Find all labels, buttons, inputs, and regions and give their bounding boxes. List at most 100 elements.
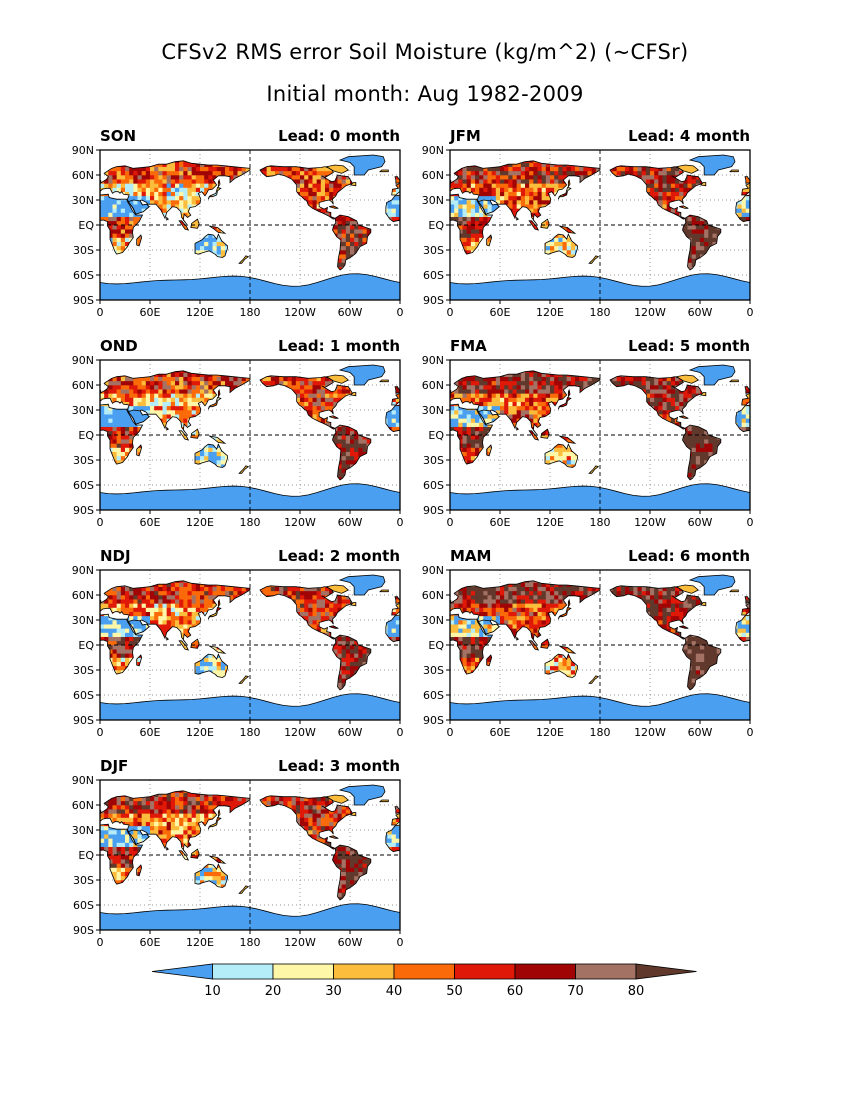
- lat-tick-label: 30S: [73, 874, 94, 887]
- lat-tick-label: 90S: [73, 294, 94, 307]
- lat-tick-label: 30S: [73, 244, 94, 257]
- lon-tick-label: 60E: [490, 516, 511, 529]
- lon-tick-label: 120E: [536, 516, 564, 529]
- lon-tick-label: 180: [590, 306, 611, 319]
- lon-tick-label: 0: [447, 516, 454, 529]
- lon-tick-label: 60W: [688, 726, 713, 739]
- lat-tick-label: 60S: [73, 689, 94, 702]
- lat-tick-label: 60S: [73, 899, 94, 912]
- lat-tick-label: 30N: [72, 614, 94, 627]
- panel-lead-label: Lead: 4 month: [628, 127, 750, 145]
- lat-tick-label: 60S: [423, 689, 444, 702]
- lat-tick-label: 90N: [422, 144, 444, 157]
- lat-tick-label: 30N: [422, 404, 444, 417]
- lat-tick-label: 60N: [422, 589, 444, 602]
- lat-tick-label: 90S: [423, 714, 444, 727]
- lon-tick-label: 0: [397, 726, 404, 739]
- lat-tick-label: 90N: [72, 774, 94, 787]
- panel-season-label: FMA: [450, 337, 487, 355]
- lat-tick-label: 90S: [423, 504, 444, 517]
- lat-tick-label: 60N: [72, 589, 94, 602]
- lat-tick-label: EQ: [78, 219, 94, 232]
- lat-tick-label: 60S: [73, 269, 94, 282]
- colorbar-arrow-high: [635, 963, 697, 980]
- lon-tick-label: 0: [447, 726, 454, 739]
- lon-tick-label: 60E: [140, 936, 161, 949]
- lon-tick-label: 120W: [634, 726, 666, 739]
- lon-tick-label: 180: [240, 726, 261, 739]
- lon-tick-label: 120W: [284, 936, 316, 949]
- lat-tick-label: 60S: [423, 269, 444, 282]
- lat-tick-label: 90N: [72, 144, 94, 157]
- lon-tick-label: 180: [590, 726, 611, 739]
- lat-tick-label: 30S: [423, 454, 444, 467]
- lon-tick-label: 0: [747, 726, 754, 739]
- colorbar-swatch: [393, 963, 455, 980]
- lat-tick-label: 30S: [73, 454, 94, 467]
- lat-tick-label: 30S: [73, 664, 94, 677]
- lon-tick-label: 0: [397, 936, 404, 949]
- panel-season-label: MAM: [450, 547, 491, 565]
- lat-tick-label: 90S: [73, 924, 94, 937]
- colorbar-label: 70: [567, 984, 584, 999]
- lat-tick-label: EQ: [428, 639, 444, 652]
- lon-tick-label: 0: [97, 516, 104, 529]
- lat-tick-label: 30N: [72, 194, 94, 207]
- map-subtitle: Initial month: Aug 1982-2009: [266, 82, 584, 106]
- lon-tick-label: 60E: [140, 726, 161, 739]
- lat-tick-label: 90N: [422, 354, 444, 367]
- lon-tick-label: 0: [97, 936, 104, 949]
- lat-tick-label: EQ: [428, 219, 444, 232]
- lon-tick-label: 120W: [284, 306, 316, 319]
- lat-tick-label: 60N: [72, 379, 94, 392]
- colorbar-label: 40: [386, 984, 403, 999]
- colorbar-swatch: [575, 963, 637, 980]
- colorbar-label: 20: [265, 984, 282, 999]
- colorbar-swatch: [272, 963, 334, 980]
- lon-tick-label: 60E: [140, 516, 161, 529]
- lon-tick-label: 180: [240, 936, 261, 949]
- lat-tick-label: EQ: [428, 429, 444, 442]
- lat-tick-label: EQ: [78, 849, 94, 862]
- lat-tick-label: 90S: [423, 294, 444, 307]
- lat-tick-label: 60S: [423, 479, 444, 492]
- lat-tick-label: 90S: [73, 504, 94, 517]
- colorbar-label: 80: [628, 984, 645, 999]
- panel-lead-label: Lead: 2 month: [278, 547, 400, 565]
- lat-tick-label: 60N: [72, 799, 94, 812]
- panel-season-label: NDJ: [100, 547, 131, 565]
- lon-tick-label: 60W: [688, 306, 713, 319]
- lat-tick-label: 90N: [72, 564, 94, 577]
- lon-tick-label: 120W: [284, 516, 316, 529]
- colorbar-label: 30: [325, 984, 342, 999]
- lon-tick-label: 60E: [490, 726, 511, 739]
- lat-tick-label: 30N: [422, 614, 444, 627]
- lat-tick-label: EQ: [78, 429, 94, 442]
- colorbar-arrow-low: [151, 963, 213, 980]
- lat-tick-label: 30S: [423, 664, 444, 677]
- lat-tick-label: 30N: [422, 194, 444, 207]
- lon-tick-label: 180: [590, 516, 611, 529]
- colorbar-label: 10: [204, 984, 221, 999]
- colorbar-label: 50: [446, 984, 463, 999]
- lon-tick-label: 180: [240, 306, 261, 319]
- lat-tick-label: 60N: [422, 169, 444, 182]
- colorbar-swatch: [514, 963, 576, 980]
- lon-tick-label: 120W: [284, 726, 316, 739]
- panel-season-label: JFM: [449, 127, 481, 145]
- lon-tick-label: 60W: [688, 516, 713, 529]
- lon-tick-label: 120E: [536, 726, 564, 739]
- lon-tick-label: 60W: [338, 306, 363, 319]
- lat-tick-label: 90N: [422, 564, 444, 577]
- lat-tick-label: 60N: [72, 169, 94, 182]
- lat-tick-label: 60S: [73, 479, 94, 492]
- panel-season-label: OND: [100, 337, 138, 355]
